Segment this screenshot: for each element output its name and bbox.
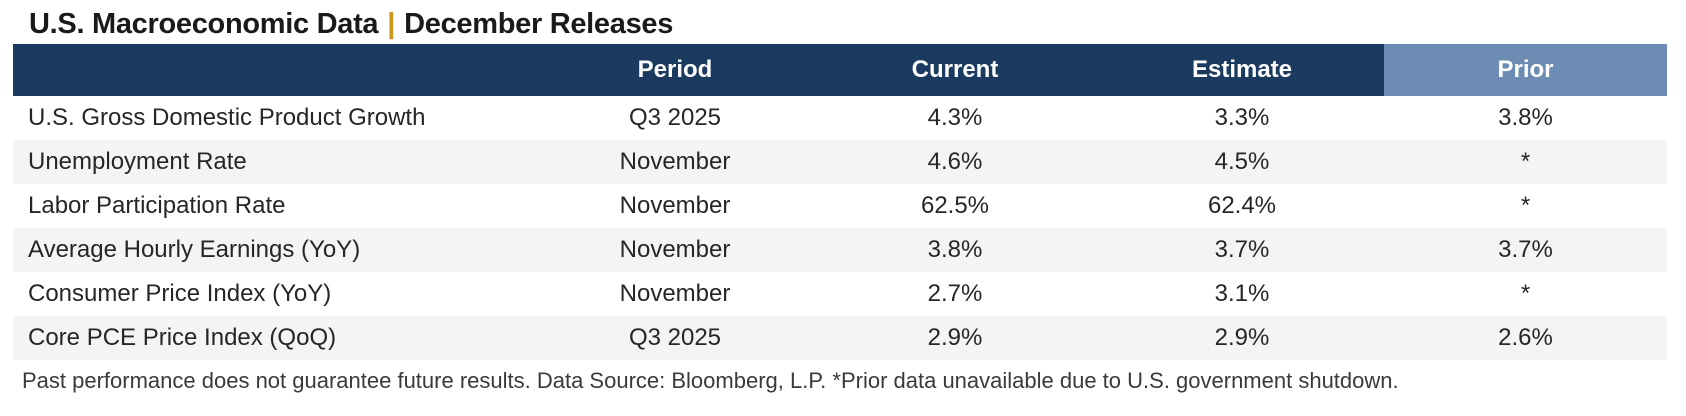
period-cell: Q3 2025	[628, 324, 722, 351]
page-title-right: December Releases	[404, 8, 674, 40]
prior-cell: *	[1520, 280, 1531, 307]
current-cell: 3.8%	[927, 236, 983, 263]
period-cell: November	[619, 280, 731, 307]
page-title: U.S. Macroeconomic Data | December Release…	[0, 0, 1686, 42]
period-cell: November	[619, 148, 731, 175]
prior-cell: *	[1520, 192, 1531, 219]
row-label: Unemployment Rate	[28, 148, 247, 175]
row-label: U.S. Gross Domestic Product Growth	[28, 104, 426, 131]
column-header-period: Period	[540, 44, 810, 96]
row-label: Labor Participation Rate	[28, 192, 286, 219]
period-cell: November	[619, 236, 731, 263]
table-row-cpi: Consumer Price Index (YoY) November 2.7%…	[13, 272, 1667, 316]
table-row-unemployment-rate: Unemployment Rate November 4.6% 4.5% *	[13, 140, 1667, 184]
prior-cell: 3.7%	[1498, 236, 1553, 263]
period-cell: Q3 2025	[628, 104, 722, 131]
estimate-cell: 4.5%	[1214, 148, 1270, 175]
estimate-cell: 62.4%	[1207, 192, 1277, 219]
row-label: Average Hourly Earnings (YoY)	[28, 236, 361, 263]
prior-cell: 3.8%	[1498, 104, 1553, 131]
current-cell: 4.6%	[927, 148, 983, 175]
table-row-gdp-growth: U.S. Gross Domestic Product Growth Q3 20…	[13, 96, 1667, 140]
footnote-disclaimer: Past performance does not guarantee futu…	[22, 368, 1399, 393]
estimate-cell: 2.9%	[1214, 324, 1270, 351]
estimate-cell: 3.1%	[1214, 280, 1270, 307]
table-row-hourly-earnings: Average Hourly Earnings (YoY) November 3…	[13, 228, 1667, 272]
prior-cell: 2.6%	[1498, 324, 1553, 351]
column-header-current: Current	[810, 44, 1100, 96]
title-separator-bar: |	[387, 8, 396, 40]
macro-data-table: Period Current Estimate Prior U.S. Gross…	[13, 44, 1667, 360]
column-header-blank	[13, 44, 540, 96]
column-header-prior: Prior	[1384, 44, 1667, 96]
estimate-cell: 3.7%	[1214, 236, 1270, 263]
table-row-labor-participation: Labor Participation Rate November 62.5% …	[13, 184, 1667, 228]
prior-cell: *	[1520, 148, 1531, 175]
current-cell: 2.7%	[927, 280, 983, 307]
column-header-estimate: Estimate	[1100, 44, 1384, 96]
current-cell: 2.9%	[927, 324, 983, 351]
page-title-left: U.S. Macroeconomic Data	[29, 8, 379, 40]
table-row-core-pce: Core PCE Price Index (QoQ) Q3 2025 2.9% …	[13, 316, 1667, 360]
row-label: Consumer Price Index (YoY)	[28, 280, 332, 307]
period-cell: November	[619, 192, 731, 219]
current-cell: 4.3%	[927, 104, 983, 131]
current-cell: 62.5%	[920, 192, 990, 219]
row-label: Core PCE Price Index (QoQ)	[28, 324, 337, 351]
table-header-row: Period Current Estimate Prior	[13, 44, 1667, 96]
estimate-cell: 3.3%	[1214, 104, 1270, 131]
